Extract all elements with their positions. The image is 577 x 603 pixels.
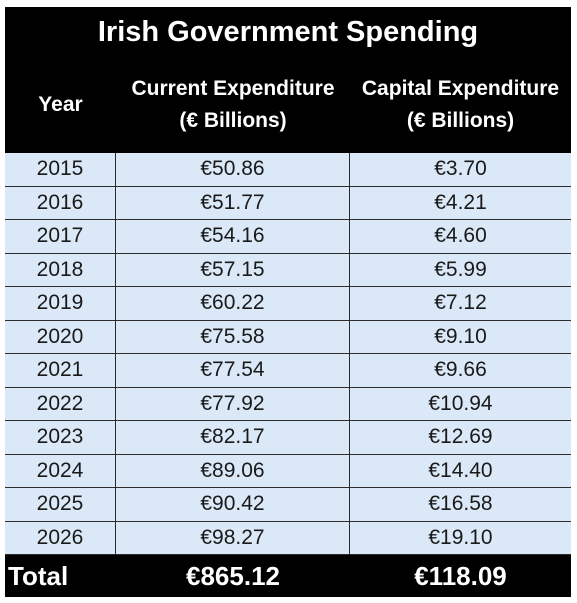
year-cell: 2018 (5, 253, 116, 286)
header-capital-expenditure: Capital Expenditure (€ Billions) (350, 57, 571, 153)
year-cell: 2022 (5, 387, 116, 420)
capital-cell: €16.58 (428, 492, 493, 516)
capital-cell: €10.94 (428, 391, 493, 415)
table-row: 2015 €50.86 €3.70 (5, 153, 571, 187)
year-cell: 2020 (5, 320, 116, 353)
current-cell: €57.15 (116, 253, 350, 286)
capital-cell: €19.10 (428, 525, 493, 549)
header-current-line1: Current Expenditure (131, 77, 335, 100)
table-row: 2018 €57.15 €5.99 (5, 253, 571, 287)
table-row: 2016 €51.77 €4.21 (5, 186, 571, 220)
current-cell: €90.42 (116, 488, 350, 521)
total-row: Total €865.12 €118.09 (5, 555, 571, 597)
table-row: 2024 €89.06 €14.40 (5, 454, 571, 488)
total-capital: €118.09 (414, 560, 507, 591)
capital-cell: €4.60 (434, 224, 487, 248)
capital-cell: €12.69 (428, 425, 493, 449)
table-row: 2026 €98.27 €19.10 (5, 521, 571, 555)
header-year-label: Year (38, 93, 83, 116)
current-cell: €77.54 (116, 354, 350, 387)
capital-cell: €5.99 (434, 257, 487, 281)
current-cell: €54.16 (116, 220, 350, 253)
year-cell: 2017 (5, 220, 116, 253)
table-title: Irish Government Spending (97, 16, 479, 48)
spending-table: Irish Government Spending Year Current E… (5, 7, 571, 597)
header-year: Year (5, 57, 116, 153)
current-cell: €98.27 (116, 521, 350, 554)
year-cell: 2024 (5, 454, 116, 487)
table-row: 2017 €54.16 €4.60 (5, 220, 571, 254)
capital-cell: €7.12 (434, 291, 487, 315)
current-cell: €51.77 (116, 186, 350, 219)
capital-cell: €3.70 (434, 157, 487, 181)
current-cell: €75.58 (116, 320, 350, 353)
header-current-line2: (€ Billions) (179, 109, 287, 132)
header-capital-line1: Capital Expenditure (361, 77, 560, 100)
current-cell: €89.06 (116, 454, 350, 487)
year-cell: 2025 (5, 488, 116, 521)
year-cell: 2015 (5, 153, 116, 186)
current-cell: €77.92 (116, 387, 350, 420)
table-row: 2022 €77.92 €10.94 (5, 387, 571, 421)
current-cell: €50.86 (116, 153, 350, 186)
table-row: 2025 €90.42 €16.58 (5, 488, 571, 522)
capital-cell: €14.40 (428, 458, 493, 482)
header-current-expenditure: Current Expenditure (€ Billions) (116, 57, 350, 153)
table-row: 2021 €77.54 €9.66 (5, 354, 571, 388)
year-cell: 2023 (5, 421, 116, 454)
capital-cell: €9.10 (434, 324, 487, 348)
year-cell: 2019 (5, 287, 116, 320)
capital-cell: €4.21 (434, 190, 487, 214)
current-cell: €60.22 (116, 287, 350, 320)
table-body: 2015 €50.86 €3.70 2016 €51.77 €4.21 2017… (5, 153, 571, 555)
total-current: €865.12 (186, 560, 280, 591)
year-cell: 2016 (5, 186, 116, 219)
total-label: Total (8, 560, 69, 591)
current-cell: €82.17 (116, 421, 350, 454)
table-row: 2019 €60.22 €7.12 (5, 287, 571, 321)
table-row: 2023 €82.17 €12.69 (5, 421, 571, 455)
header-capital-line2: (€ Billions) (406, 109, 515, 132)
year-cell: 2021 (5, 354, 116, 387)
year-cell: 2026 (5, 521, 116, 554)
capital-cell: €9.66 (434, 358, 487, 382)
table-row: 2020 €75.58 €9.10 (5, 320, 571, 354)
